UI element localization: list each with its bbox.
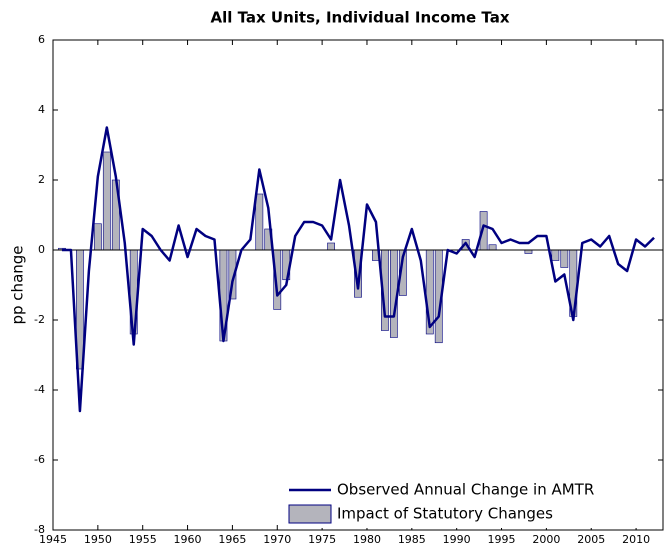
y-axis-label: pp change — [9, 245, 27, 324]
x-tick-label: 1995 — [488, 533, 516, 546]
x-tick-label: 1970 — [263, 533, 291, 546]
x-tick-label: 1985 — [398, 533, 426, 546]
y-tick-label: -8 — [34, 523, 45, 536]
legend-label: Impact of Statutory Changes — [337, 505, 553, 523]
plot-frame — [52, 39, 664, 531]
y-tick-label: 4 — [38, 103, 45, 116]
bar — [551, 249, 560, 261]
bar — [560, 249, 569, 268]
x-tick-label: 2010 — [622, 533, 650, 546]
chart-title: All Tax Units, Individual Income Tax — [211, 9, 510, 27]
legend-label: Observed Annual Change in AMTR — [337, 481, 594, 499]
legend-swatch — [288, 504, 332, 524]
x-tick-label: 2000 — [532, 533, 560, 546]
x-tick-label: 1955 — [129, 533, 157, 546]
y-tick-label: -4 — [34, 383, 45, 396]
x-tick-label: 1980 — [353, 533, 381, 546]
y-tick-label: -2 — [34, 313, 45, 326]
x-tick-label: 1945 — [39, 533, 67, 546]
x-tick-label: 1975 — [308, 533, 336, 546]
line — [61, 126, 655, 413]
x-tick-label: 1960 — [174, 533, 202, 546]
y-tick-label: 2 — [38, 173, 45, 186]
x-tick-label: 1965 — [218, 533, 246, 546]
bar — [327, 242, 335, 251]
legend-box — [281, 478, 661, 528]
y-tick-label: 0 — [38, 243, 45, 256]
bar — [102, 151, 111, 251]
x-tick-label: 1950 — [84, 533, 112, 546]
bar — [93, 223, 102, 251]
x-tick-label: 2005 — [577, 533, 605, 546]
y-tick-label: 6 — [38, 33, 45, 46]
bar — [488, 244, 497, 251]
y-tick-label: -6 — [34, 453, 45, 466]
bar — [255, 193, 264, 251]
x-tick-label: 1990 — [443, 533, 471, 546]
bar — [524, 249, 533, 254]
